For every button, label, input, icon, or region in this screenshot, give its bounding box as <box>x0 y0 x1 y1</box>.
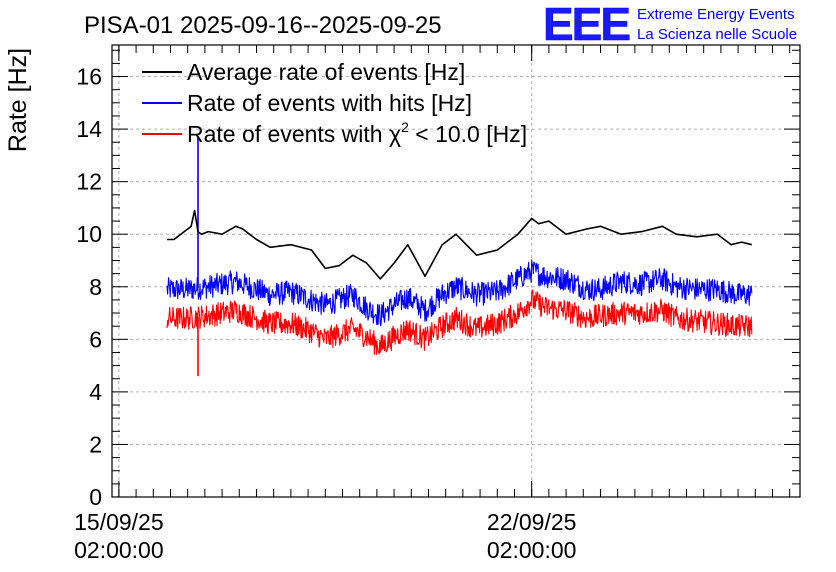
plot-frame <box>111 44 801 498</box>
series-hits <box>166 136 753 327</box>
y-tick-label: 14 <box>76 116 102 142</box>
series-line <box>166 259 753 327</box>
x-tick-label-time: 02:00:00 <box>487 537 577 563</box>
series-average <box>167 209 752 280</box>
chart-title: PISA-01 2025-09-16--2025-09-25 <box>84 12 442 39</box>
y-tick-label: 12 <box>76 169 102 195</box>
y-tick-label: 10 <box>76 221 102 247</box>
eee-logo-mark: EEE <box>543 0 629 50</box>
eee-logo-line2: La Scienza nelle Scuole <box>637 26 797 43</box>
y-tick-label: 16 <box>76 64 102 90</box>
series-line <box>167 209 752 280</box>
x-tick-label-date: 22/09/25 <box>487 509 577 535</box>
y-tick-label: 8 <box>89 274 102 300</box>
y-axis-label: Rate [Hz] <box>4 48 32 152</box>
series-chi2 <box>166 289 753 377</box>
legend-label-chi2: Rate of events with χ2 < 10.0 [Hz] <box>187 119 527 147</box>
legend-label-average: Average rate of events [Hz] <box>187 59 465 85</box>
plot-area-border <box>111 44 801 498</box>
y-tick-label: 2 <box>89 431 102 457</box>
x-tick-label-time: 02:00:00 <box>74 537 164 563</box>
y-axis: 0 2 4 6 8 10 12 14 16 <box>76 49 800 510</box>
x-tick-label-date: 15/09/25 <box>74 509 164 535</box>
y-tick-label: 6 <box>89 326 102 352</box>
series-layer <box>166 136 753 377</box>
eee-logo: EEE Extreme Energy Events La Scienza nel… <box>543 0 797 50</box>
legend-label-hits: Rate of events with hits [Hz] <box>187 90 472 116</box>
eee-logo-line1: Extreme Energy Events <box>637 6 795 23</box>
legend: Average rate of events [Hz] Rate of even… <box>142 59 527 147</box>
y-tick-label: 0 <box>89 484 102 510</box>
y-tick-label: 4 <box>89 379 102 405</box>
series-line <box>166 289 753 355</box>
